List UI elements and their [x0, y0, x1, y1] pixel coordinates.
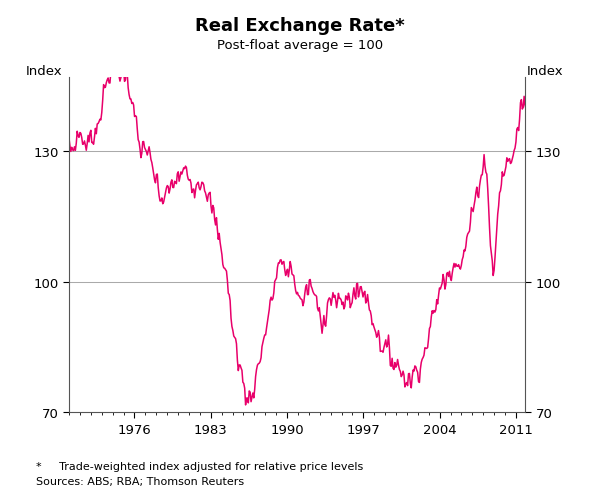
- Text: Post-float average = 100: Post-float average = 100: [217, 39, 383, 52]
- Text: Index: Index: [26, 65, 62, 78]
- Text: Index: Index: [527, 65, 564, 78]
- Text: *     Trade-weighted index adjusted for relative price levels: * Trade-weighted index adjusted for rela…: [36, 461, 363, 471]
- Text: Real Exchange Rate*: Real Exchange Rate*: [195, 17, 405, 35]
- Text: Sources: ABS; RBA; Thomson Reuters: Sources: ABS; RBA; Thomson Reuters: [36, 476, 244, 486]
